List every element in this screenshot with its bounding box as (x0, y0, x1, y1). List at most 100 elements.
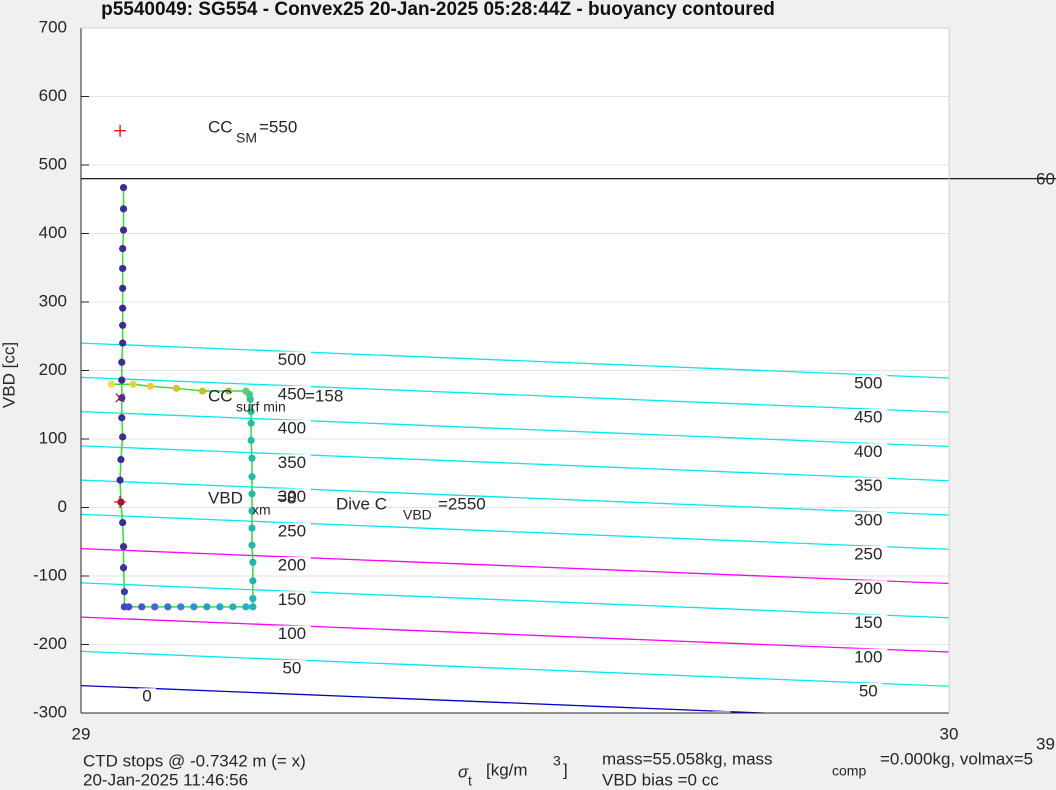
contour-label-bg (849, 477, 888, 495)
contour-line (81, 513, 949, 550)
contour-label: 50 (282, 658, 301, 677)
trace-point (119, 205, 128, 213)
x-tick-label: 29 (72, 724, 91, 743)
y-tick-label: 400 (39, 223, 67, 242)
contour-label-bg (272, 454, 311, 472)
trace-point (119, 433, 127, 441)
trace-point (248, 524, 256, 532)
trace-point (247, 419, 255, 427)
annotation: =2550 (438, 494, 486, 513)
contour-label: 200 (854, 579, 882, 598)
trace-point (203, 603, 211, 611)
trace-point (190, 603, 198, 611)
trace-point (118, 358, 126, 366)
trace-point (107, 380, 115, 388)
trace-point (216, 603, 224, 611)
y-tick-label: -200 (33, 634, 67, 653)
contour-label-bg (272, 625, 311, 643)
contour-label-bg (272, 385, 311, 403)
trace-point (247, 408, 255, 416)
trace-point (129, 380, 137, 388)
contour-label: 350 (278, 453, 306, 472)
contour-label-bg (849, 511, 888, 529)
footer-text: =0.000kg, volmax=5 (880, 749, 1033, 768)
marker (114, 496, 127, 509)
y-tick-label: 600 (39, 86, 67, 105)
footer-text: VBD bias =0 cc (602, 770, 719, 789)
contour-label-bg (849, 546, 888, 564)
contour-label: 0 (717, 710, 726, 729)
annotation: CC (208, 386, 233, 405)
annotation: =158 (305, 386, 343, 405)
contour-line (81, 547, 949, 585)
trace-point (242, 387, 250, 395)
contour-label: 300 (278, 487, 306, 506)
annotation: CC (208, 117, 233, 136)
footer-sub: comp (832, 763, 866, 779)
contour-label: 400 (278, 419, 306, 438)
contour-label: 50 (859, 682, 878, 701)
trace-point (248, 454, 256, 462)
trace-point (118, 394, 126, 402)
contour-label-bg (854, 683, 883, 701)
trace-point (119, 264, 127, 273)
contour-line (81, 410, 949, 448)
y-tick-label: -300 (33, 702, 67, 721)
contour-label: 450 (854, 408, 882, 427)
contour-label-bg (137, 688, 156, 706)
contour-line (81, 479, 949, 516)
y-tick-label: 200 (39, 360, 67, 379)
footer-text: mass=55.058kg, mass (602, 749, 773, 768)
contour-label-bg (272, 420, 311, 438)
trace-point (125, 603, 133, 611)
x-tick-label: 30 (940, 724, 959, 743)
marker (114, 124, 127, 137)
trace-point (119, 284, 127, 292)
footer-text: CTD stops @ -0.7342 m (= x) (83, 751, 306, 770)
contour-line (81, 616, 949, 653)
contour-line (81, 376, 949, 413)
y-tick-label: 500 (39, 154, 67, 173)
annotation: Dive C (336, 494, 387, 513)
trace-point (119, 321, 127, 329)
trace-point (119, 564, 128, 572)
y-axis-label: VBD [cc] (0, 342, 18, 408)
contour-label: 250 (854, 545, 882, 564)
contour-label-bg (849, 648, 888, 666)
trace-point (119, 226, 128, 234)
trace-point (224, 387, 233, 395)
contour-label-bg (272, 591, 311, 609)
contour-line (81, 342, 949, 379)
trace-point (249, 603, 257, 611)
contour-label-bg (272, 557, 311, 575)
marker (115, 393, 125, 403)
contour-line (81, 582, 949, 619)
trace-point (172, 384, 181, 392)
edge-label: 60 (1036, 169, 1055, 188)
y-tick-label: 100 (39, 428, 67, 447)
contour-label: 0 (142, 687, 151, 706)
trace-point (118, 414, 126, 422)
contour-label: 500 (278, 350, 306, 369)
contour-line (81, 650, 949, 687)
trace-point (248, 507, 256, 515)
x-axis-label-unit: [kg/m (486, 760, 528, 779)
x-axis-label: σ (458, 762, 469, 781)
x-axis-label-close: ] (563, 760, 568, 779)
contour-label-bg (712, 711, 731, 713)
trace-point (138, 603, 146, 611)
x-axis-label-sub: t (468, 773, 472, 789)
y-tick-label: -100 (33, 565, 67, 584)
contour-label-bg (849, 409, 888, 427)
contour-label-bg (849, 443, 888, 461)
contour-label: 450 (278, 384, 306, 403)
contour-line (81, 445, 949, 482)
footer-text: 20-Jan-2025 11:46:56 (83, 770, 248, 789)
annotation-sub: VBD (403, 507, 432, 523)
contour-label: 200 (278, 556, 306, 575)
contour-label-bg (272, 351, 311, 369)
annotation: =550 (259, 117, 297, 136)
y-tick-label: 300 (39, 291, 67, 310)
edge-label: 39 (1036, 734, 1055, 753)
